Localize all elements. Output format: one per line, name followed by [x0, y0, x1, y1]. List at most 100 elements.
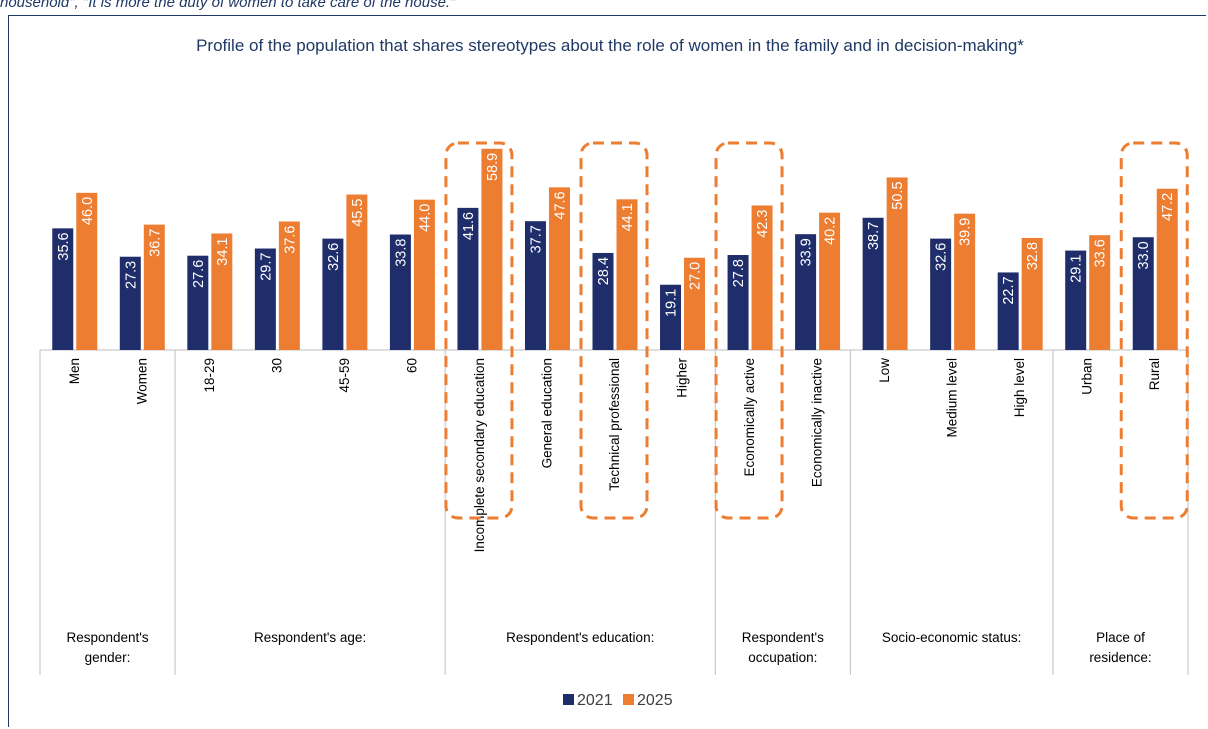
bar — [322, 238, 344, 350]
highlight-box — [444, 141, 514, 520]
group-label-line: Respondent's — [66, 630, 148, 645]
legend-label: 2021 — [577, 692, 613, 709]
value-label: 27.6 — [191, 260, 207, 288]
value-label: 35.6 — [56, 232, 72, 260]
bar — [592, 252, 614, 350]
bar — [143, 224, 165, 350]
x-tick-label: Women — [134, 358, 149, 404]
bar — [524, 221, 546, 350]
value-label: 22.7 — [1001, 276, 1017, 304]
bar — [119, 256, 141, 350]
bar — [346, 194, 368, 350]
value-label: 38.7 — [866, 222, 882, 250]
bar — [751, 205, 773, 350]
x-tick-label: General education — [539, 358, 554, 468]
bar — [254, 248, 276, 350]
highlight-box — [1119, 141, 1189, 520]
bar — [211, 233, 233, 350]
bar — [1089, 235, 1111, 350]
x-tick-label: Medium level — [945, 358, 960, 438]
bar — [548, 187, 570, 350]
x-tick-label: Men — [67, 358, 82, 384]
value-label: 19.1 — [664, 289, 680, 317]
group-label-line: residence: — [1089, 650, 1151, 665]
bar — [1132, 237, 1154, 350]
bar — [1021, 237, 1043, 350]
value-label: 47.2 — [1160, 193, 1176, 221]
x-tick-label: Low — [877, 358, 892, 383]
group-label-line: Respondent's age: — [254, 630, 366, 645]
value-label: 32.8 — [1025, 242, 1041, 270]
bar — [930, 238, 952, 350]
bar — [795, 234, 817, 350]
value-label: 33.8 — [393, 239, 409, 267]
value-label: 33.0 — [1136, 241, 1152, 269]
value-label: 28.4 — [596, 257, 612, 285]
value-label: 27.0 — [688, 262, 704, 290]
bar — [278, 221, 300, 350]
bar — [481, 148, 503, 350]
highlight-box — [714, 141, 784, 520]
bar — [187, 255, 209, 350]
bar — [457, 207, 479, 350]
group-label-line: Respondent's — [742, 630, 824, 645]
x-tick-label: 30 — [269, 358, 284, 373]
value-label: 32.6 — [326, 243, 342, 271]
bar — [76, 192, 98, 350]
value-label: 37.6 — [282, 226, 298, 254]
x-tick-label: High level — [1012, 358, 1027, 417]
frame — [8, 15, 1206, 727]
group-label: Respondent's education: — [506, 630, 654, 645]
value-label: 36.7 — [147, 229, 163, 257]
x-tick-label: 18-29 — [202, 358, 217, 393]
value-label: 58.9 — [485, 153, 501, 181]
value-label: 45.5 — [350, 199, 366, 227]
legend-swatch — [563, 694, 574, 705]
bar — [997, 272, 1019, 350]
bar — [1065, 250, 1087, 350]
group-label: Place of residence: — [1089, 630, 1151, 665]
x-tick-label: Higher — [675, 358, 690, 398]
chart-title: Profile of the population that shares st… — [196, 36, 1024, 55]
highlight-box — [579, 141, 649, 520]
group-label-line: gender: — [85, 650, 131, 665]
x-tick-label: Urban — [1080, 358, 1095, 395]
x-tick-label: Economically inactive — [810, 358, 825, 487]
legend-swatch — [623, 694, 634, 705]
group-label: Respondent's gender: — [66, 630, 148, 665]
x-tick-label: 60 — [404, 358, 419, 373]
x-tick-label: Technical professional — [607, 358, 622, 491]
bar — [660, 284, 682, 350]
x-tick-label: Economically active — [742, 358, 757, 477]
group-label: Respondent's age: — [254, 630, 366, 645]
value-label: 29.7 — [258, 253, 274, 281]
value-label: 29.1 — [1069, 255, 1085, 283]
value-label: 44.0 — [417, 204, 433, 232]
value-label: 37.7 — [528, 225, 544, 253]
bar — [616, 199, 638, 350]
bar — [862, 217, 884, 350]
bar — [727, 255, 749, 350]
bar — [1156, 188, 1178, 350]
value-label: 50.5 — [890, 181, 906, 209]
value-label: 27.3 — [123, 261, 139, 289]
caption: household", "It is more the duty of wome… — [0, 0, 456, 11]
bar — [684, 257, 706, 350]
value-label: 41.6 — [461, 212, 477, 240]
value-label: 47.6 — [552, 191, 568, 219]
group-label-line: Respondent's education: — [506, 630, 654, 645]
group-label-line: occupation: — [748, 650, 817, 665]
value-label: 32.6 — [934, 243, 950, 271]
bar — [954, 213, 976, 350]
group-label-line: Place of — [1096, 630, 1145, 645]
value-label: 46.0 — [80, 197, 96, 225]
value-label: 27.8 — [731, 259, 747, 287]
group-label: Socio-economic status: — [882, 630, 1022, 645]
value-label: 42.3 — [755, 209, 771, 237]
group-label-line: Socio-economic status: — [882, 630, 1022, 645]
legend-label: 2025 — [637, 692, 673, 709]
bar — [886, 177, 908, 350]
x-tick-label: Incomplete secondary education — [472, 358, 487, 552]
